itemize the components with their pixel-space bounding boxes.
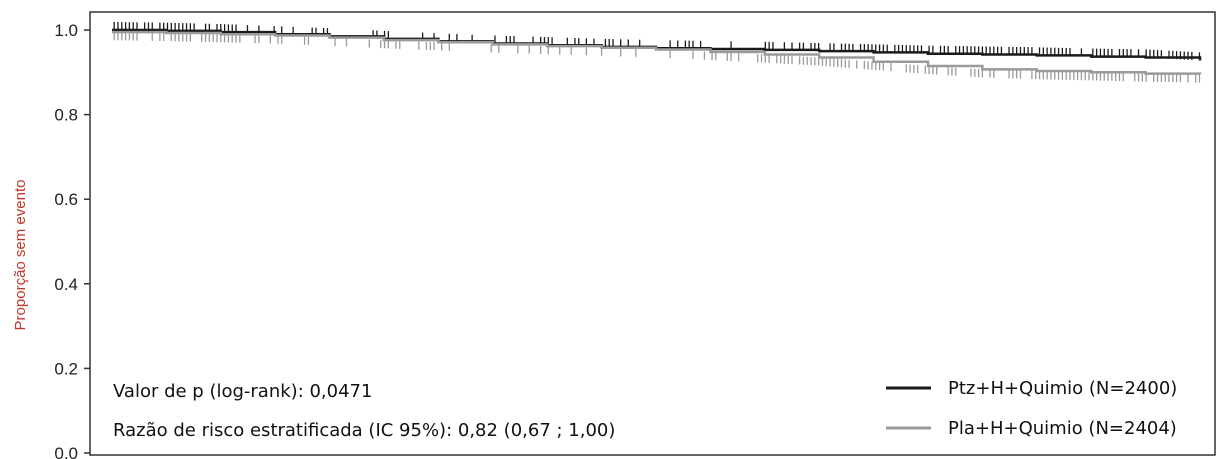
marks-layer: [112, 21, 1202, 83]
y-tick-label-4: 0.8: [54, 106, 78, 125]
y-axis-label: Proporção sem evento: [12, 180, 29, 331]
series-1: [112, 30, 1202, 83]
hazard-ratio-annotation: Razão de risco estratificada (IC 95%): 0…: [113, 420, 615, 441]
legend-label-pla: Pla+H+Quimio (N=2404): [948, 418, 1177, 439]
y-tick-label-2: 0.4: [54, 275, 78, 294]
text-layer: Proporção sem evento Valor de p (log-ran…: [12, 180, 1177, 441]
y-tick-label-3: 0.6: [54, 190, 78, 209]
legend-label-ptz: Ptz+H+Quimio (N=2400): [948, 378, 1177, 399]
plot-frame: [89, 11, 1216, 456]
annotation-background: [100, 372, 600, 450]
y-tick-label-0: 0.0: [54, 444, 78, 459]
series-line-1: [112, 30, 1202, 75]
axes-layer: 0.0 0.2 0.4 0.6 0.8 1.0: [54, 11, 1216, 459]
y-tick-label-1: 0.2: [54, 359, 78, 378]
series-0: [112, 21, 1202, 61]
censor-ticks-1: [113, 32, 1201, 83]
y-tick-label-5: 1.0: [54, 21, 78, 40]
p-value-annotation: Valor de p (log-rank): 0,0471: [113, 381, 372, 402]
